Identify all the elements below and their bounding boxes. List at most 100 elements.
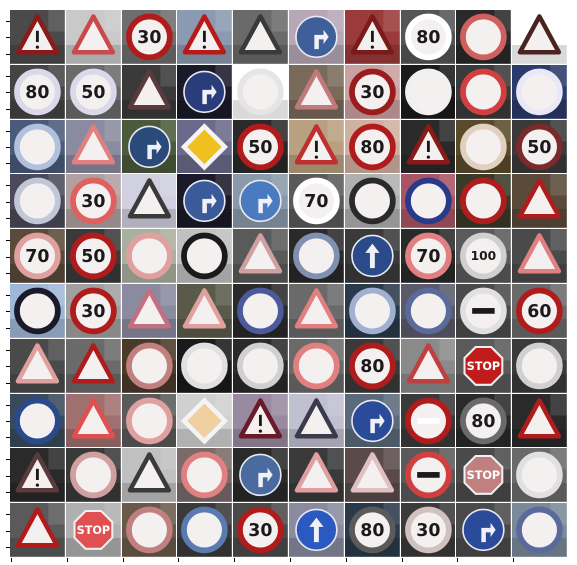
x-axis-tick — [457, 558, 459, 562]
sign-thumbnail — [344, 448, 400, 503]
svg-text:50: 50 — [81, 247, 105, 267]
sign-thumbnail — [456, 174, 512, 229]
svg-text:50: 50 — [528, 138, 552, 158]
sign-thumbnail: 80 — [456, 393, 512, 448]
sign-thumbnail — [289, 119, 344, 174]
svg-text:30: 30 — [360, 83, 384, 103]
sign-thumbnail: 70 — [289, 174, 344, 229]
sign-thumbnail — [512, 393, 567, 448]
y-axis-tick — [6, 327, 10, 329]
sign-thumbnail — [344, 10, 400, 64]
sign-thumbnail — [10, 284, 65, 338]
sign-thumbnail — [344, 393, 400, 448]
sign-thumbnail — [65, 393, 121, 448]
sign-thumbnail: 70 — [400, 229, 456, 283]
y-axis-tick — [6, 382, 10, 384]
y-axis-tick — [6, 421, 10, 422]
sign-thumbnail — [10, 448, 65, 503]
x-axis-tick — [234, 558, 236, 562]
sign-thumbnail — [344, 174, 400, 229]
sign-thumbnail — [10, 174, 65, 229]
x-axis-tick — [11, 558, 12, 562]
svg-text:30: 30 — [249, 521, 273, 541]
sign-thumbnail: 50 — [233, 119, 288, 174]
sign-thumbnail: 60 — [512, 284, 567, 338]
x-axis-tick — [178, 558, 180, 562]
sign-thumbnail — [512, 174, 567, 229]
svg-text:80: 80 — [360, 357, 384, 377]
svg-text:70: 70 — [25, 247, 49, 267]
sign-thumbnail — [233, 10, 288, 64]
svg-text:30: 30 — [81, 302, 105, 322]
svg-text:80: 80 — [472, 412, 496, 432]
sign-thumbnail — [177, 64, 233, 119]
y-axis-tick — [6, 514, 10, 516]
y-axis-tick — [6, 201, 10, 203]
sign-thumbnail — [289, 10, 344, 64]
sign-thumbnail — [121, 119, 177, 174]
sign-thumbnail — [289, 229, 344, 283]
sign-thumbnail — [289, 393, 344, 448]
y-axis-tick — [6, 366, 10, 368]
sign-thumbnail — [512, 10, 567, 64]
sign-thumbnail: 30 — [400, 503, 456, 557]
sign-thumbnail: 30 — [65, 284, 121, 338]
svg-text:STOP: STOP — [467, 469, 501, 482]
svg-text:30: 30 — [81, 192, 105, 212]
y-axis-tick — [6, 240, 10, 242]
sign-thumbnail — [10, 119, 65, 174]
sign-thumbnail: STOP — [456, 448, 512, 503]
svg-text:50: 50 — [249, 138, 273, 158]
y-axis-tick — [6, 404, 10, 406]
sign-thumbnail: STOP — [65, 503, 121, 557]
sign-thumbnail — [65, 448, 121, 503]
sign-thumbnail: 30 — [344, 64, 400, 119]
y-axis-tick — [6, 92, 10, 94]
sign-thumbnail — [289, 64, 344, 119]
sign-thumbnail — [400, 119, 456, 174]
sign-thumbnail — [121, 64, 177, 119]
sign-thumbnail — [177, 229, 233, 283]
sign-thumbnail — [10, 338, 65, 393]
sign-thumbnail — [400, 284, 456, 338]
sign-thumbnail: STOP — [456, 338, 512, 393]
sign-thumbnail — [121, 174, 177, 229]
sign-thumbnail — [177, 10, 233, 64]
y-axis-tick — [6, 108, 10, 110]
svg-text:30: 30 — [416, 521, 440, 541]
sign-thumbnail — [177, 448, 233, 503]
sign-thumbnail: 30 — [233, 503, 288, 557]
svg-text:50: 50 — [81, 83, 105, 103]
sign-thumbnail — [456, 64, 512, 119]
x-axis-tick — [66, 558, 68, 562]
sign-thumbnail — [344, 284, 400, 338]
y-axis-tick — [6, 547, 10, 549]
sign-thumbnail — [177, 284, 233, 338]
sign-thumbnail — [512, 338, 567, 393]
y-axis-tick — [6, 273, 10, 275]
x-axis-tick — [290, 558, 291, 562]
sign-thumbnail — [233, 229, 288, 283]
sign-thumbnail — [400, 448, 456, 503]
sign-thumbnail — [10, 393, 65, 448]
sign-thumbnail — [177, 338, 233, 393]
y-axis-tick — [6, 130, 10, 132]
sign-thumbnail — [121, 448, 177, 503]
svg-text:STOP: STOP — [467, 360, 501, 373]
y-axis-tick — [6, 459, 10, 461]
sign-thumbnail — [233, 64, 288, 119]
svg-text:80: 80 — [25, 83, 49, 103]
y-axis-tick — [6, 492, 10, 494]
sign-thumbnail — [177, 174, 233, 229]
traffic-sign-image-grid: 30 80 80 50 30 50 80 50 30 70 70 50 70 100 30 60 80 STOP 8… — [10, 10, 568, 558]
sign-thumbnail — [233, 338, 288, 393]
svg-text:30: 30 — [137, 28, 161, 48]
sign-thumbnail — [456, 119, 512, 174]
sign-thumbnail — [10, 503, 65, 557]
y-axis-tick — [6, 530, 10, 532]
sign-thumbnail — [233, 284, 288, 338]
svg-text:80: 80 — [416, 28, 440, 48]
y-axis-tick — [6, 185, 10, 187]
sign-thumbnail — [456, 10, 512, 64]
